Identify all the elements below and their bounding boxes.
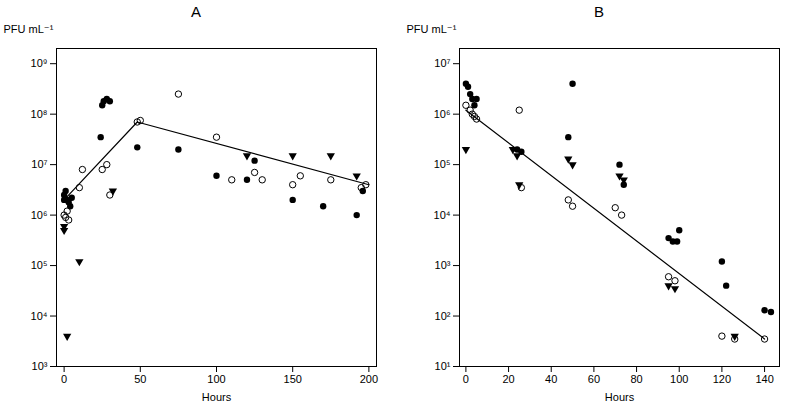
- svg-text:10⁴: 10⁴: [31, 310, 48, 322]
- svg-text:60: 60: [588, 373, 600, 385]
- html-text:A: A: [191, 3, 201, 20]
- svg-text:10⁶: 10⁶: [31, 209, 48, 221]
- svg-text:120: 120: [713, 373, 731, 385]
- svg-text:0: 0: [463, 373, 469, 385]
- svg-text:10⁷: 10⁷: [434, 57, 450, 69]
- svg-text:0: 0: [61, 373, 67, 385]
- svg-text:140: 140: [755, 373, 773, 385]
- svg-text:10⁹: 10⁹: [31, 57, 48, 69]
- svg-text:Hours: Hours: [202, 391, 232, 403]
- svg-text:10⁶: 10⁶: [434, 108, 451, 120]
- svg-text:10⁴: 10⁴: [434, 209, 451, 221]
- svg-text:PFU mL⁻¹: PFU mL⁻¹: [4, 23, 54, 35]
- svg-text:100: 100: [207, 373, 225, 385]
- svg-text:10⁸: 10⁸: [31, 108, 48, 120]
- svg-text:10⁵: 10⁵: [434, 158, 451, 170]
- svg-text:20: 20: [502, 373, 514, 385]
- svg-text:40: 40: [545, 373, 557, 385]
- svg-text:Hours: Hours: [605, 391, 635, 403]
- svg-text:200: 200: [360, 373, 378, 385]
- html-text:B: B: [594, 3, 604, 20]
- svg-text:150: 150: [284, 373, 302, 385]
- svg-text:10⁷: 10⁷: [31, 158, 47, 170]
- svg-text:10¹: 10¹: [435, 360, 451, 372]
- svg-text:50: 50: [134, 373, 146, 385]
- svg-text:10⁵: 10⁵: [31, 259, 48, 271]
- svg-text:80: 80: [630, 373, 642, 385]
- svg-text:PFU mL⁻¹: PFU mL⁻¹: [407, 23, 457, 35]
- svg-text:10²: 10²: [435, 310, 451, 322]
- svg-text:10³: 10³: [435, 259, 451, 271]
- svg-text:10³: 10³: [32, 360, 48, 372]
- svg-text:100: 100: [670, 373, 688, 385]
